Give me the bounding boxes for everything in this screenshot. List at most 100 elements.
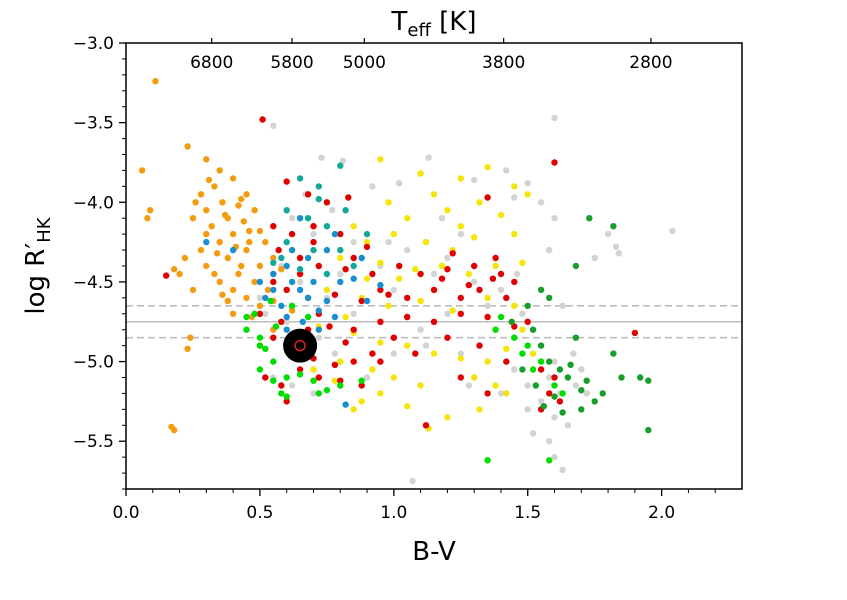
data-point	[546, 457, 553, 464]
data-point	[484, 313, 491, 321]
data-point	[511, 183, 518, 190]
data-point	[425, 154, 432, 161]
data-point	[243, 326, 250, 333]
highlight-point-ring	[294, 339, 306, 352]
data-point	[449, 307, 456, 314]
data-point	[331, 377, 339, 384]
data-point	[513, 270, 521, 278]
data-point	[238, 262, 245, 270]
data-point	[272, 323, 280, 330]
y-axis-label: log R′HK	[21, 216, 55, 314]
data-point	[519, 350, 526, 357]
data-point	[551, 374, 558, 381]
data-point	[430, 350, 438, 357]
data-point	[489, 275, 497, 282]
data-point	[422, 422, 430, 429]
data-point	[444, 310, 451, 317]
data-point	[171, 426, 178, 434]
data-point	[315, 307, 322, 314]
data-point	[377, 390, 384, 397]
data-point	[288, 230, 296, 238]
data-point	[256, 278, 264, 286]
data-point	[358, 297, 365, 305]
data-point	[484, 302, 491, 309]
top-tick-label: 2800	[629, 53, 672, 73]
data-point	[465, 281, 472, 289]
data-point	[329, 207, 336, 214]
data-point	[551, 393, 558, 400]
data-point	[264, 286, 272, 294]
data-point	[438, 215, 446, 222]
top-axis-label-sub: eff	[407, 20, 431, 41]
data-point	[390, 230, 397, 238]
data-point	[315, 195, 322, 203]
data-point	[583, 390, 590, 397]
data-point	[296, 366, 304, 373]
data-point	[503, 358, 510, 365]
data-point	[304, 294, 312, 302]
data-point	[270, 334, 277, 341]
data-point	[457, 355, 464, 362]
data-point	[342, 401, 349, 408]
data-point	[337, 230, 344, 238]
data-point	[240, 218, 247, 225]
data-point	[315, 374, 322, 381]
data-point	[503, 167, 510, 174]
data-point	[326, 323, 333, 330]
data-point	[229, 310, 237, 317]
top-axis-label-unit: [K]	[431, 7, 477, 37]
data-point	[524, 318, 531, 325]
data-point	[216, 167, 223, 174]
data-point	[618, 374, 625, 381]
data-point	[511, 194, 518, 201]
data-point	[457, 230, 464, 238]
data-point	[337, 358, 344, 365]
data-point	[430, 191, 438, 198]
data-point	[342, 339, 349, 346]
data-point	[444, 414, 451, 421]
data-point	[484, 294, 491, 302]
data-point	[256, 334, 264, 341]
top-tick-label: 5800	[270, 53, 313, 73]
data-point	[337, 377, 344, 384]
data-point	[229, 246, 237, 254]
data-point	[631, 329, 639, 337]
data-point	[296, 270, 304, 278]
data-point	[369, 183, 376, 190]
data-point	[208, 223, 215, 230]
data-point	[267, 297, 274, 305]
data-point	[310, 390, 317, 397]
data-point	[377, 339, 384, 346]
data-point	[572, 334, 580, 341]
data-point	[444, 334, 451, 341]
data-point	[537, 286, 545, 294]
data-point	[203, 262, 210, 270]
data-point	[537, 358, 545, 365]
data-point	[224, 254, 231, 262]
data-point	[537, 366, 545, 373]
data-point	[363, 238, 371, 246]
data-point	[556, 398, 564, 405]
data-point	[610, 223, 617, 230]
data-point	[310, 366, 317, 373]
data-point	[612, 243, 620, 251]
data-point	[529, 430, 537, 437]
data-point	[503, 345, 510, 352]
data-point	[331, 361, 339, 368]
data-point	[363, 230, 371, 238]
data-point	[331, 350, 339, 357]
data-point	[484, 457, 491, 464]
data-point	[235, 270, 242, 278]
data-point	[409, 477, 416, 485]
data-point	[476, 406, 483, 413]
data-point	[304, 191, 312, 198]
data-point	[546, 374, 553, 381]
data-point	[519, 310, 526, 317]
data-point	[296, 254, 304, 262]
data-point	[363, 297, 371, 305]
data-point	[385, 238, 392, 246]
data-point	[546, 390, 553, 397]
highlight-marker	[283, 328, 318, 363]
data-point	[358, 254, 365, 262]
x-tick-label: 0.5	[246, 503, 273, 523]
